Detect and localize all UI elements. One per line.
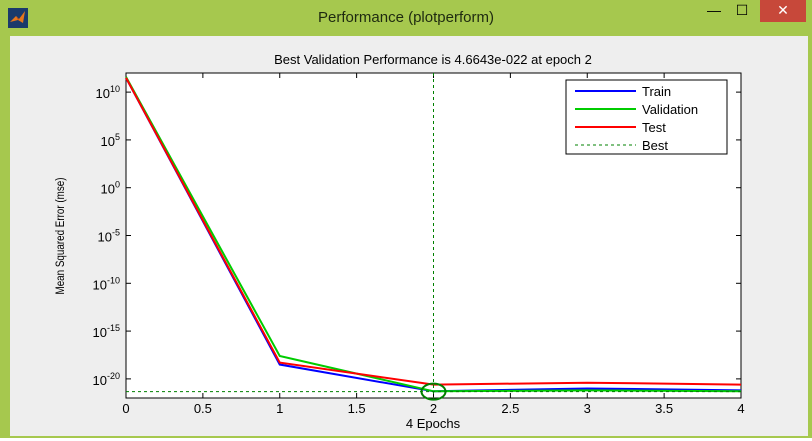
close-button[interactable]: ✕: [760, 0, 806, 22]
y-axis-label: Mean Squared Error (mse): [54, 178, 67, 295]
x-tick-label: 1: [276, 401, 283, 416]
figure-area: Best Validation Performance is 4.6643e-0…: [10, 36, 808, 436]
maximize-button[interactable]: ☐: [735, 2, 749, 18]
x-tick-label: 3: [584, 401, 591, 416]
x-tick-label: 4: [737, 401, 744, 416]
axis-ticks: 0 0.5 1 1.5 2 2.5 3 3.5 4 1010 105 100 10-5 10-10 10-1…: [93, 73, 745, 416]
window-title: Performance (plotperform): [318, 9, 494, 26]
x-tick-label: 2: [430, 401, 437, 416]
x-tick-label: 2.5: [501, 401, 519, 416]
best-marker: [420, 382, 447, 401]
legend-label-train: Train: [642, 84, 671, 99]
performance-chart: Best Validation Performance is 4.6643e-0…: [54, 52, 745, 431]
best-layer: [126, 73, 741, 401]
y-tick-label: 10-15: [93, 323, 120, 340]
x-tick-label: 3.5: [655, 401, 673, 416]
x-tick-label: 0: [122, 401, 129, 416]
y-tick-label: 1010: [96, 84, 120, 101]
matlab-icon: [8, 8, 28, 28]
legend: Train Validation Test Best: [565, 79, 728, 155]
y-tick-label: 10-10: [93, 275, 120, 292]
chart-title: Best Validation Performance is 4.6643e-0…: [274, 52, 592, 67]
x-axis-label: 4 Epochs: [406, 416, 461, 431]
legend-label-test: Test: [642, 120, 666, 135]
legend-box: [565, 79, 728, 155]
y-tick-label: 10-5: [98, 228, 120, 245]
legend-label-best: Best: [642, 138, 668, 153]
legend-label-validation: Validation: [642, 102, 698, 117]
window-border: [0, 36, 10, 438]
y-tick-label: 10-20: [93, 371, 120, 388]
y-tick-label: 105: [101, 132, 120, 149]
x-tick-label: 0.5: [194, 401, 212, 416]
minimize-button[interactable]: —: [707, 2, 721, 18]
series-line-test: [125, 77, 742, 386]
y-tick-label: 100: [101, 180, 120, 197]
title-bar[interactable]: Performance (plotperform) — ☐ ✕: [0, 0, 812, 36]
x-tick-label: 1.5: [348, 401, 366, 416]
